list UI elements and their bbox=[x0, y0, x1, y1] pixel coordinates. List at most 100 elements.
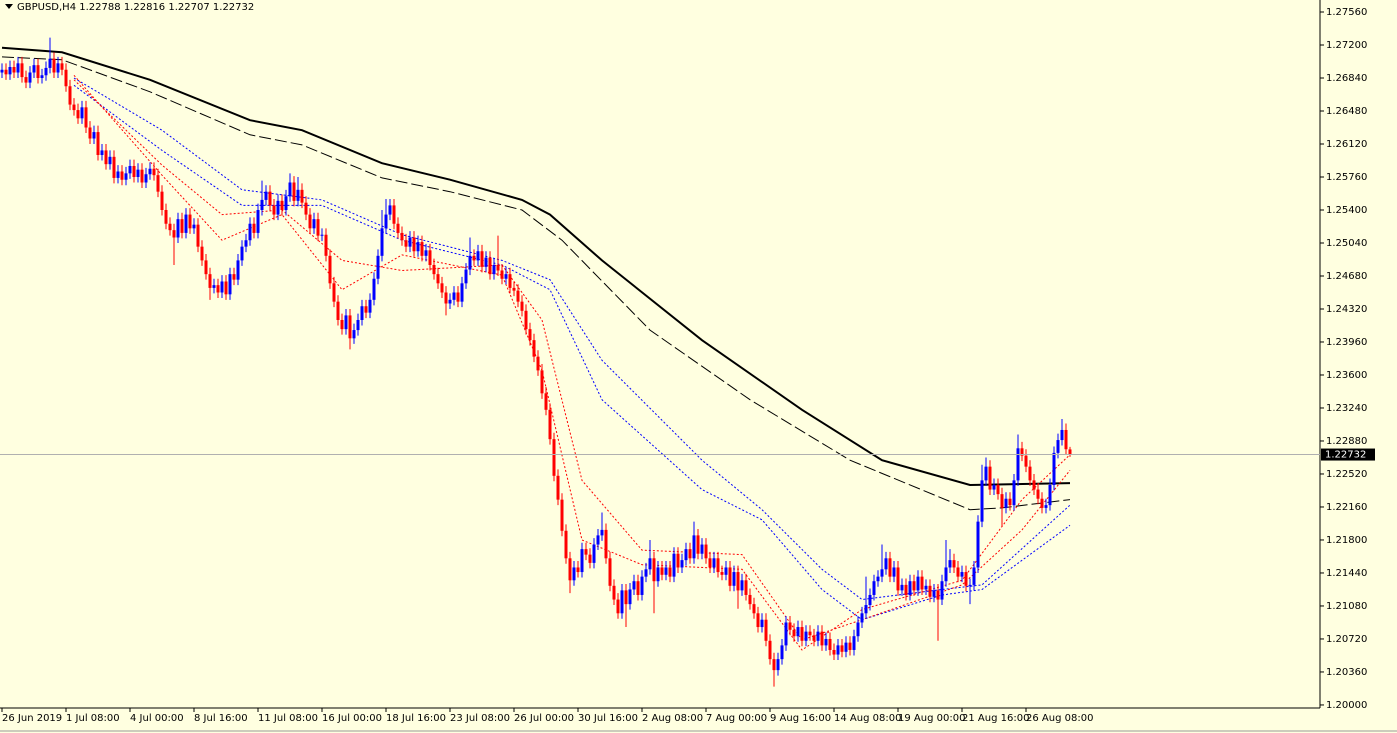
menu-arrow[interactable] bbox=[5, 4, 13, 9]
candle-body bbox=[652, 558, 656, 582]
bar-close: 1.22732 bbox=[213, 2, 254, 13]
candle-body bbox=[172, 230, 176, 238]
candle-body bbox=[560, 499, 564, 531]
candle-body bbox=[208, 274, 212, 288]
candle-body bbox=[708, 558, 712, 568]
candle-body bbox=[932, 590, 936, 597]
candle-body bbox=[680, 560, 684, 568]
y-tick-label: 1.26120 bbox=[1326, 139, 1367, 150]
x-tick-label: 1 Jul 08:00 bbox=[66, 713, 120, 724]
candle-body bbox=[572, 567, 576, 581]
candle-body bbox=[924, 585, 928, 590]
candle-body bbox=[576, 567, 580, 573]
candle-body bbox=[248, 223, 252, 241]
symbol: GBPUSD,H4 bbox=[17, 2, 76, 13]
candle-body bbox=[716, 558, 720, 573]
candle-body bbox=[24, 77, 28, 83]
candle-body bbox=[1032, 480, 1036, 490]
candle-body bbox=[380, 228, 384, 256]
candle-body bbox=[776, 659, 780, 671]
candle-body bbox=[984, 466, 988, 481]
candle-body bbox=[164, 209, 168, 224]
candle-body bbox=[280, 200, 284, 210]
candle-body bbox=[608, 558, 612, 586]
candle-body bbox=[812, 635, 816, 641]
candle-body bbox=[868, 594, 872, 606]
candle-body bbox=[112, 156, 116, 178]
candle-body bbox=[320, 234, 324, 236]
candle-body bbox=[84, 107, 88, 128]
candle-body bbox=[828, 638, 832, 650]
candle-body bbox=[628, 589, 632, 605]
y-tick-label: 1.26480 bbox=[1326, 106, 1367, 117]
candle-body bbox=[444, 292, 448, 304]
candle-body bbox=[404, 240, 408, 247]
candle-body bbox=[1020, 448, 1024, 456]
candle-body bbox=[1060, 429, 1064, 441]
candle-body bbox=[376, 255, 380, 279]
candle-body bbox=[904, 584, 908, 595]
candle-body bbox=[672, 553, 676, 577]
candle-body bbox=[544, 393, 548, 410]
candle-body bbox=[744, 580, 748, 595]
candle-body bbox=[876, 576, 880, 582]
candle-body bbox=[288, 182, 292, 197]
candle-body bbox=[636, 581, 640, 595]
candle-body bbox=[764, 619, 768, 641]
candle-body bbox=[312, 219, 316, 229]
candle-body bbox=[948, 560, 952, 568]
candle-body bbox=[720, 572, 724, 575]
candle-body bbox=[996, 484, 1000, 495]
candle-body bbox=[952, 560, 956, 568]
candle-body bbox=[784, 622, 788, 646]
y-tick-label: 1.22160 bbox=[1326, 502, 1367, 513]
candle-body bbox=[484, 257, 488, 267]
candle-body bbox=[52, 58, 56, 73]
candle-body bbox=[168, 223, 172, 231]
candle-body bbox=[820, 631, 824, 646]
candle-body bbox=[496, 264, 500, 271]
candle-body bbox=[1000, 494, 1004, 508]
candle-body bbox=[916, 576, 920, 591]
candle-body bbox=[388, 205, 392, 215]
bar-open: 1.22788 bbox=[79, 2, 120, 13]
candle-body bbox=[592, 544, 596, 563]
candle-body bbox=[104, 150, 108, 165]
bar-high: 1.22816 bbox=[124, 2, 165, 13]
y-tick-label: 1.20360 bbox=[1326, 667, 1367, 678]
candle-body bbox=[704, 544, 708, 559]
chart-header: GBPUSD,H4 1.22788 1.22816 1.22707 1.2273… bbox=[17, 2, 254, 13]
candle-body bbox=[124, 173, 128, 180]
candle-body bbox=[696, 535, 700, 554]
candle-body bbox=[648, 558, 652, 570]
candle-body bbox=[1052, 452, 1056, 485]
candle-body bbox=[140, 169, 144, 183]
y-tick-label: 1.25040 bbox=[1326, 238, 1367, 249]
candle-body bbox=[452, 292, 456, 300]
x-tick-label: 26 Jun 2019 bbox=[2, 713, 62, 724]
candle-body bbox=[228, 274, 232, 295]
candle-body bbox=[56, 63, 60, 73]
moving-average bbox=[1, 46, 1071, 487]
candle-body bbox=[800, 627, 804, 641]
candle-body bbox=[256, 209, 260, 233]
candle-body bbox=[116, 171, 120, 178]
candle-body bbox=[480, 251, 484, 267]
candle-body bbox=[184, 214, 188, 233]
x-tick-label: 2 Aug 08:00 bbox=[642, 713, 703, 724]
x-tick-label: 18 Jul 16:00 bbox=[386, 713, 446, 724]
candle-body bbox=[192, 224, 196, 229]
candle-body bbox=[264, 191, 268, 200]
current-price-label: 1.22732 bbox=[1325, 450, 1366, 461]
candle-body bbox=[72, 104, 76, 111]
candle-body bbox=[700, 544, 704, 554]
candle-body bbox=[588, 554, 592, 563]
candle-body bbox=[364, 306, 368, 313]
candle-body bbox=[644, 569, 648, 577]
y-tick-label: 1.21080 bbox=[1326, 601, 1367, 612]
candle-body bbox=[808, 631, 812, 636]
candle-body bbox=[656, 567, 660, 582]
x-tick-label: 19 Aug 00:00 bbox=[898, 713, 965, 724]
candle-body bbox=[536, 356, 540, 371]
